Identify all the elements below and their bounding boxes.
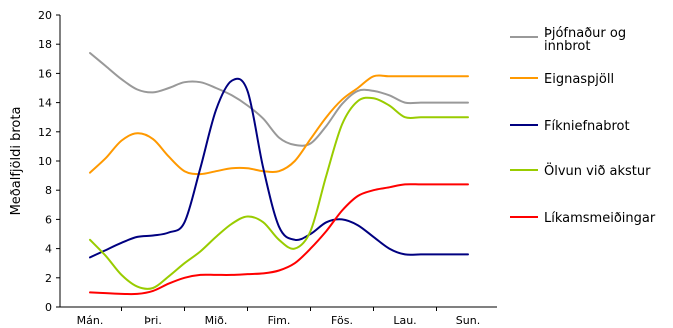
x-tick-label: Mán. — [77, 314, 104, 327]
legend-label: Fíkniefnabrot — [544, 119, 630, 134]
series-line-eignaspj-ll — [89, 74, 469, 176]
y-tick-label: 8 — [45, 184, 52, 197]
x-tick-label: Þri. — [144, 314, 162, 327]
x-axis-ticks: Mán. Þri. Mið. Fim. Fös. Lau. Sun. — [77, 307, 480, 327]
x-tick-label: Lau. — [393, 314, 416, 327]
legend-label: Ölvun við akstur — [544, 162, 651, 179]
x-tick-label: Sun. — [456, 314, 480, 327]
legend: Þjófnaður og innbrot Eignaspjöll Fíkniefnab… — [510, 26, 656, 226]
x-tick-label: Mið. — [205, 314, 228, 327]
x-tick-label: Fös. — [331, 314, 353, 327]
legend-item: Þjófnaður og innbrot — [510, 26, 626, 54]
y-tick-label: 4 — [45, 243, 52, 256]
legend-label: Þjófnaður og innbrot — [544, 26, 626, 54]
y-tick-label: 12 — [38, 126, 52, 139]
series-line-lvun-vi-akstur — [89, 96, 469, 290]
y-tick-label: 2 — [45, 272, 52, 285]
y-tick-label: 6 — [45, 213, 52, 226]
y-tick-label: 14 — [38, 97, 52, 110]
y-axis-ticks: 0 2 4 6 8 10 12 14 16 18 20 — [38, 9, 60, 314]
y-axis-title: Meðalfjöldi brota — [9, 107, 24, 216]
y-tick-label: 16 — [38, 67, 52, 80]
y-tick-label: 10 — [38, 155, 52, 168]
series-line-j-fna-ur-og-innbrot — [89, 52, 469, 147]
series-line-l-kamsmei-ingar — [89, 183, 469, 296]
x-tick-label: Fim. — [268, 314, 291, 327]
legend-label: Eignaspjöll — [544, 72, 614, 87]
series-lines — [89, 52, 469, 296]
legend-item: Líkamsmeiðingar — [510, 211, 656, 226]
legend-label: Líkamsmeiðingar — [544, 211, 656, 226]
series-line-f-kniefnabrot — [89, 77, 469, 259]
y-tick-label: 18 — [38, 38, 52, 51]
y-tick-label: 20 — [38, 9, 52, 22]
legend-item: Ölvun við akstur — [510, 162, 651, 179]
legend-item: Eignaspjöll — [510, 72, 614, 87]
legend-item: Fíkniefnabrot — [510, 119, 630, 134]
y-tick-label: 0 — [45, 301, 52, 314]
